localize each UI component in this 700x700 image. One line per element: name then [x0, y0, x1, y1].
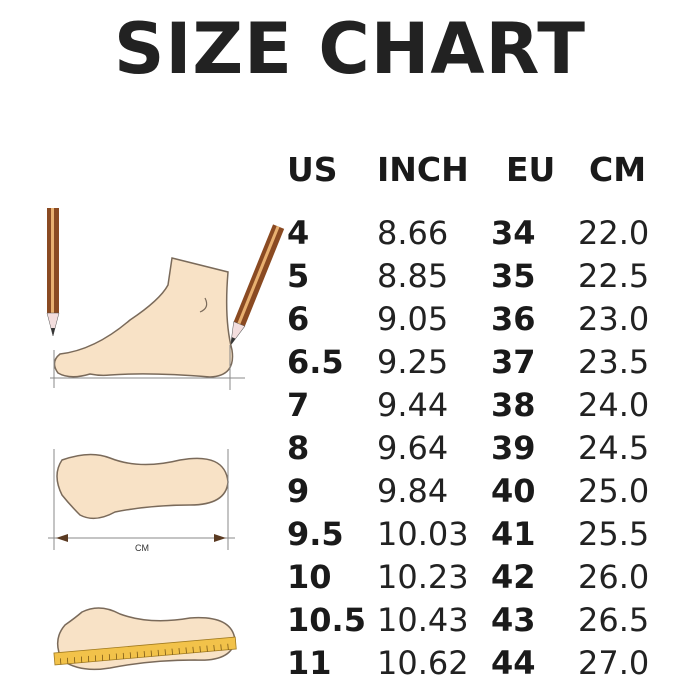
arrow-left-icon — [56, 534, 68, 542]
cell-inch: 9.25 — [377, 343, 449, 381]
ruler-tick — [136, 651, 138, 658]
cell-inch: 8.66 — [377, 214, 449, 252]
cell-inch: 9.84 — [377, 472, 449, 510]
ruler-tick — [108, 654, 111, 661]
pencil-right-icon — [230, 224, 285, 347]
ruler-tick — [192, 646, 194, 653]
ruler-tick — [129, 652, 132, 659]
ruler-tick — [74, 657, 76, 664]
ruler-tick — [199, 646, 201, 653]
cell-us: 4 — [287, 214, 310, 252]
cell-cm: 25.0 — [578, 472, 650, 510]
cell-eu: 43 — [491, 601, 536, 639]
arrow-right-icon — [214, 534, 226, 542]
ruler-tick — [115, 653, 118, 660]
ruler-tick — [227, 643, 229, 650]
ruler-tick — [67, 657, 69, 664]
cell-inch: 10.23 — [377, 558, 469, 596]
cell-eu: 36 — [491, 300, 536, 338]
ruler-tick — [150, 650, 152, 657]
cell-eu: 37 — [491, 343, 536, 381]
cell-cm: 26.0 — [578, 558, 650, 596]
cell-us: 6 — [287, 300, 310, 338]
cell-inch: 8.85 — [377, 257, 449, 295]
cell-cm: 23.0 — [578, 300, 650, 338]
cell-cm: 23.5 — [578, 343, 650, 381]
foot-side-icon — [53, 257, 234, 378]
cell-us: 5 — [287, 257, 310, 295]
ruler-tick — [206, 645, 208, 652]
page-title: SIZE CHART — [113, 8, 587, 90]
measure-label: CM — [135, 543, 149, 553]
cell-us: 6.5 — [287, 343, 344, 381]
header-cm: CM — [589, 150, 647, 189]
header-us: US — [287, 150, 338, 189]
cell-us: 10.5 — [287, 601, 366, 639]
ruler-tick — [185, 647, 187, 654]
cell-cm: 26.5 — [578, 601, 650, 639]
cell-cm: 24.0 — [578, 386, 650, 424]
cell-us: 11 — [287, 644, 332, 682]
cell-eu: 41 — [491, 515, 536, 553]
header-eu: EU — [506, 150, 556, 189]
cell-inch: 10.03 — [377, 515, 469, 553]
ruler-tick — [87, 655, 90, 662]
cell-cm: 22.5 — [578, 257, 650, 295]
cell-eu: 35 — [491, 257, 536, 295]
cell-eu: 40 — [491, 472, 536, 510]
ruler-tick — [171, 648, 173, 655]
cell-us: 7 — [287, 386, 310, 424]
ruler-tick — [164, 649, 166, 656]
cell-inch: 9.05 — [377, 300, 449, 338]
cell-us: 9 — [287, 472, 310, 510]
cell-eu: 38 — [491, 386, 536, 424]
cell-eu: 44 — [491, 644, 536, 682]
header-inch: INCH — [377, 150, 469, 189]
pencil-left-icon — [46, 208, 60, 337]
ruler-tick — [157, 649, 159, 656]
cell-inch: 9.64 — [377, 429, 449, 467]
cell-inch: 10.62 — [377, 644, 469, 682]
cell-inch: 10.43 — [377, 601, 469, 639]
cell-inch: 9.44 — [377, 386, 449, 424]
ruler-icon — [53, 636, 237, 666]
ruler-tick — [143, 651, 145, 658]
cell-us: 8 — [287, 429, 310, 467]
ruler-tick — [60, 658, 62, 665]
ruler-tick — [220, 644, 222, 651]
cell-cm: 27.0 — [578, 644, 650, 682]
cell-us: 10 — [287, 558, 332, 596]
cell-cm: 24.5 — [578, 429, 650, 467]
cell-eu: 34 — [491, 214, 536, 252]
ruler-tick — [101, 654, 104, 661]
ruler-tick — [80, 656, 83, 663]
ruler-tick — [94, 655, 97, 662]
ruler-tick — [178, 648, 180, 655]
cell-eu: 39 — [491, 429, 536, 467]
cell-cm: 25.5 — [578, 515, 650, 553]
cell-eu: 42 — [491, 558, 536, 596]
cell-us: 9.5 — [287, 515, 344, 553]
ruler-tick — [122, 652, 125, 659]
foot-sole-icon — [56, 453, 229, 520]
cell-cm: 22.0 — [578, 214, 650, 252]
ruler-tick — [213, 644, 215, 651]
